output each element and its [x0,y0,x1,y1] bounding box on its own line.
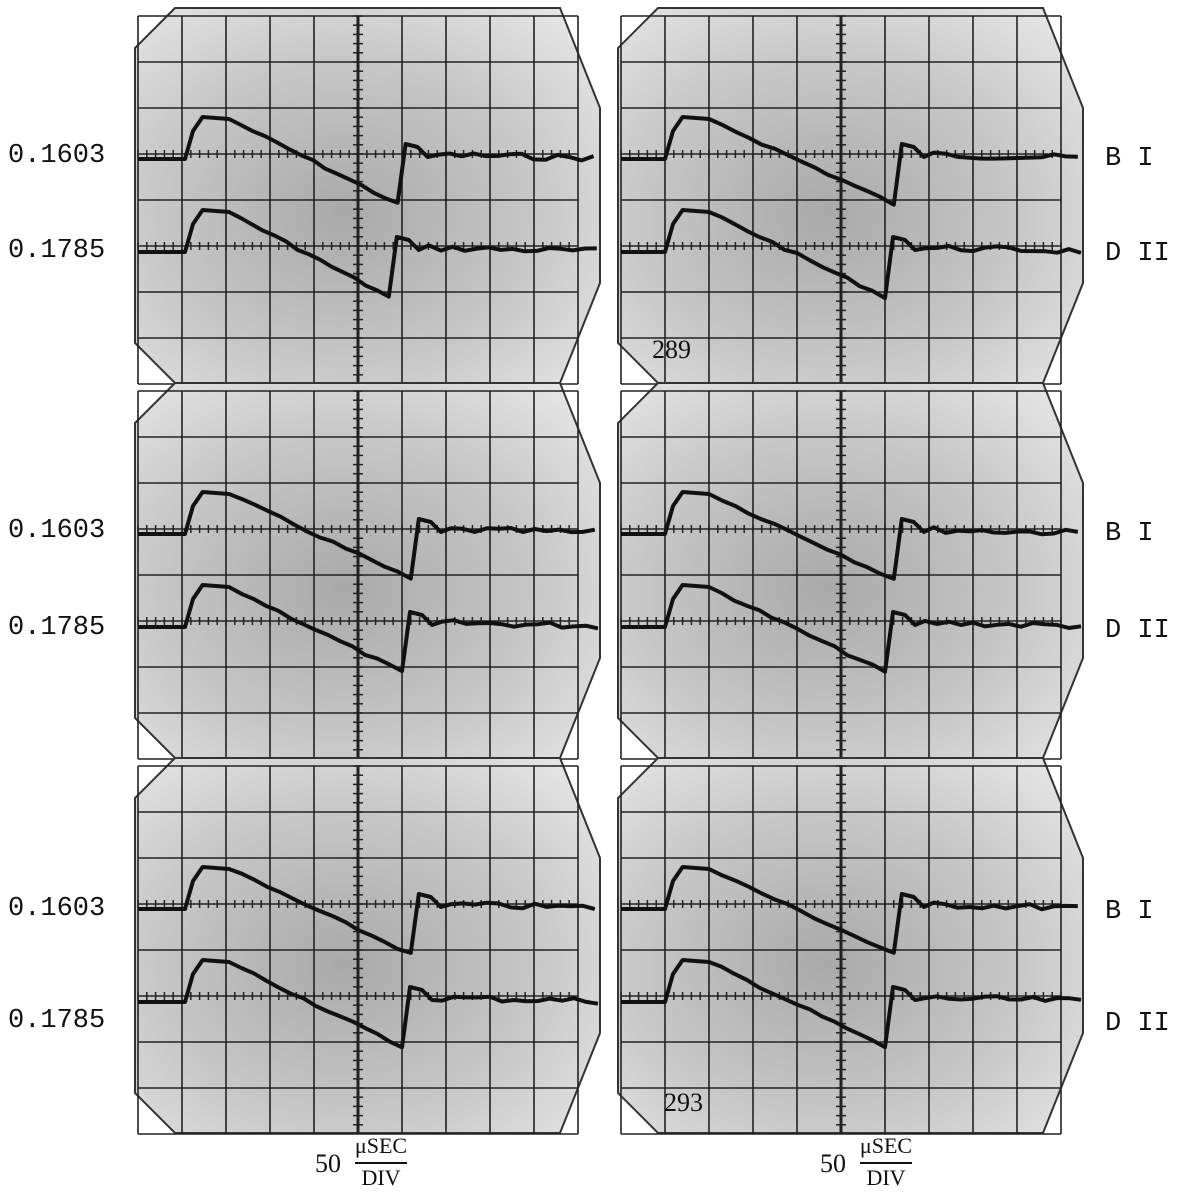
channel-label: B I [1105,897,1154,927]
channel-label: D II [1105,1009,1170,1039]
screen [617,7,1084,384]
amplitude-label: 0.1785 [8,613,105,643]
trace [621,115,1078,207]
trace [138,583,599,674]
scale-unit-bottom: DIV [866,1165,905,1190]
amplitude-label: 0.1785 [8,236,105,266]
frame-number: 293 [664,1088,703,1117]
channel-label: D II [1105,616,1170,646]
trace [138,958,599,1050]
trace [621,583,1082,674]
trace [138,865,596,955]
scale-value: 50 [820,1149,846,1178]
screen [617,382,1084,759]
screen [134,382,601,759]
channel-label: B I [1105,144,1154,174]
channel-label: B I [1105,519,1154,549]
scope-panel [134,382,601,760]
trace [138,208,597,299]
trace [621,490,1079,581]
amplitude-label: 0.1785 [8,1006,105,1036]
scale-unit-top: μSEC [355,1133,407,1158]
amplitude-label: 0.1603 [8,894,105,924]
trace [138,115,595,205]
frame-number: 289 [652,335,691,364]
screen [617,757,1084,1134]
trace [621,865,1078,955]
trace [621,958,1082,1050]
scope-panel [134,757,601,1135]
trace [621,208,1082,301]
trace [138,490,596,581]
screen [134,757,601,1134]
scale-value: 50 [315,1149,341,1178]
scope-panel [617,757,1084,1135]
amplitude-label: 0.1603 [8,516,105,546]
screen [134,7,601,384]
scope-panel [617,382,1084,760]
amplitude-label: 0.1603 [8,141,105,171]
scope-panel [134,7,601,385]
channel-label: D II [1105,239,1170,269]
scope-panel [617,7,1084,385]
scale-unit-top: μSEC [860,1133,912,1158]
scale-unit-bottom: DIV [361,1165,400,1190]
